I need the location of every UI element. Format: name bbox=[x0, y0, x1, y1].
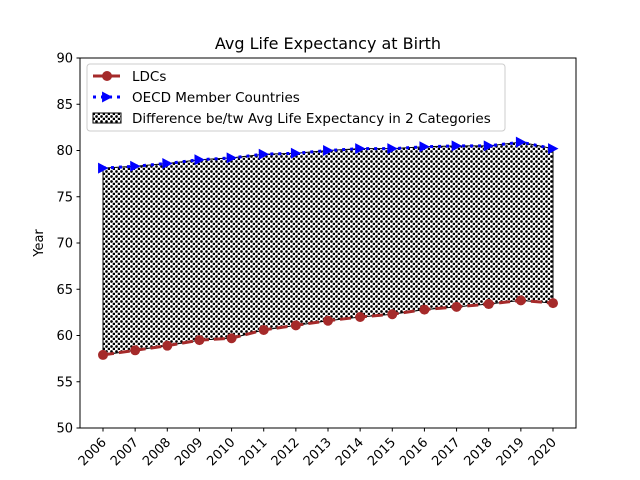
y-tick-label: 75 bbox=[56, 190, 73, 205]
chart-title: Avg Life Expectancy at Birth bbox=[215, 34, 441, 53]
y-tick-label: 70 bbox=[56, 237, 73, 252]
oecd-point bbox=[130, 160, 141, 172]
oecd-point bbox=[194, 154, 205, 166]
oecd-point bbox=[387, 143, 398, 155]
legend-oecd-label: OECD Member Countries bbox=[132, 90, 300, 106]
ldcs-point bbox=[194, 335, 205, 346]
legend-ldcs-label: LDCs bbox=[132, 69, 166, 85]
oecd-point bbox=[258, 148, 270, 160]
ldcs-point bbox=[226, 333, 237, 344]
ldcs-point bbox=[98, 349, 108, 360]
ldcs-point bbox=[419, 304, 430, 315]
oecd-point bbox=[451, 140, 463, 152]
y-tick-label: 55 bbox=[56, 375, 73, 390]
ldcs-point bbox=[258, 324, 269, 335]
ldcs-point bbox=[451, 301, 462, 312]
y-tick-label: 65 bbox=[56, 283, 73, 298]
ldcs-point bbox=[162, 340, 173, 351]
oecd-point bbox=[290, 147, 302, 159]
ldcs-point bbox=[387, 309, 398, 320]
legend-fill-swatch bbox=[92, 112, 122, 124]
legend-ldcs-marker bbox=[102, 71, 112, 81]
y-tick-label: 80 bbox=[56, 144, 73, 159]
ldcs-point bbox=[483, 299, 494, 310]
legend-oecd-marker bbox=[102, 91, 113, 103]
oecd-point bbox=[483, 140, 495, 152]
y-tick-label: 60 bbox=[56, 329, 73, 344]
oecd-point bbox=[419, 141, 430, 153]
plot-area bbox=[98, 136, 559, 360]
oecd-point bbox=[226, 152, 238, 164]
oecd-point bbox=[98, 162, 109, 174]
y-tick-label: 85 bbox=[56, 98, 73, 113]
legend-fill-label: Difference be/tw Avg Life Expectancy in … bbox=[132, 111, 491, 127]
legend: LDCs OECD Member Countries Difference be/t… bbox=[86, 63, 506, 132]
y-tick-label: 50 bbox=[56, 422, 73, 437]
ldcs-point bbox=[323, 315, 333, 326]
y-axis-label: Year bbox=[32, 229, 47, 258]
oecd-point bbox=[515, 136, 527, 148]
ldcs-point bbox=[130, 345, 141, 356]
ldcs-point bbox=[290, 320, 301, 331]
ldcs-point bbox=[355, 312, 366, 322]
oecd-point bbox=[323, 145, 334, 156]
oecd-point bbox=[355, 143, 366, 155]
ldcs-point bbox=[515, 295, 526, 306]
legend-box bbox=[86, 63, 506, 132]
oecd-point bbox=[548, 143, 559, 155]
oecd-point bbox=[162, 157, 173, 169]
ldcs-point bbox=[548, 298, 558, 309]
y-tick-label: 90 bbox=[56, 52, 73, 67]
